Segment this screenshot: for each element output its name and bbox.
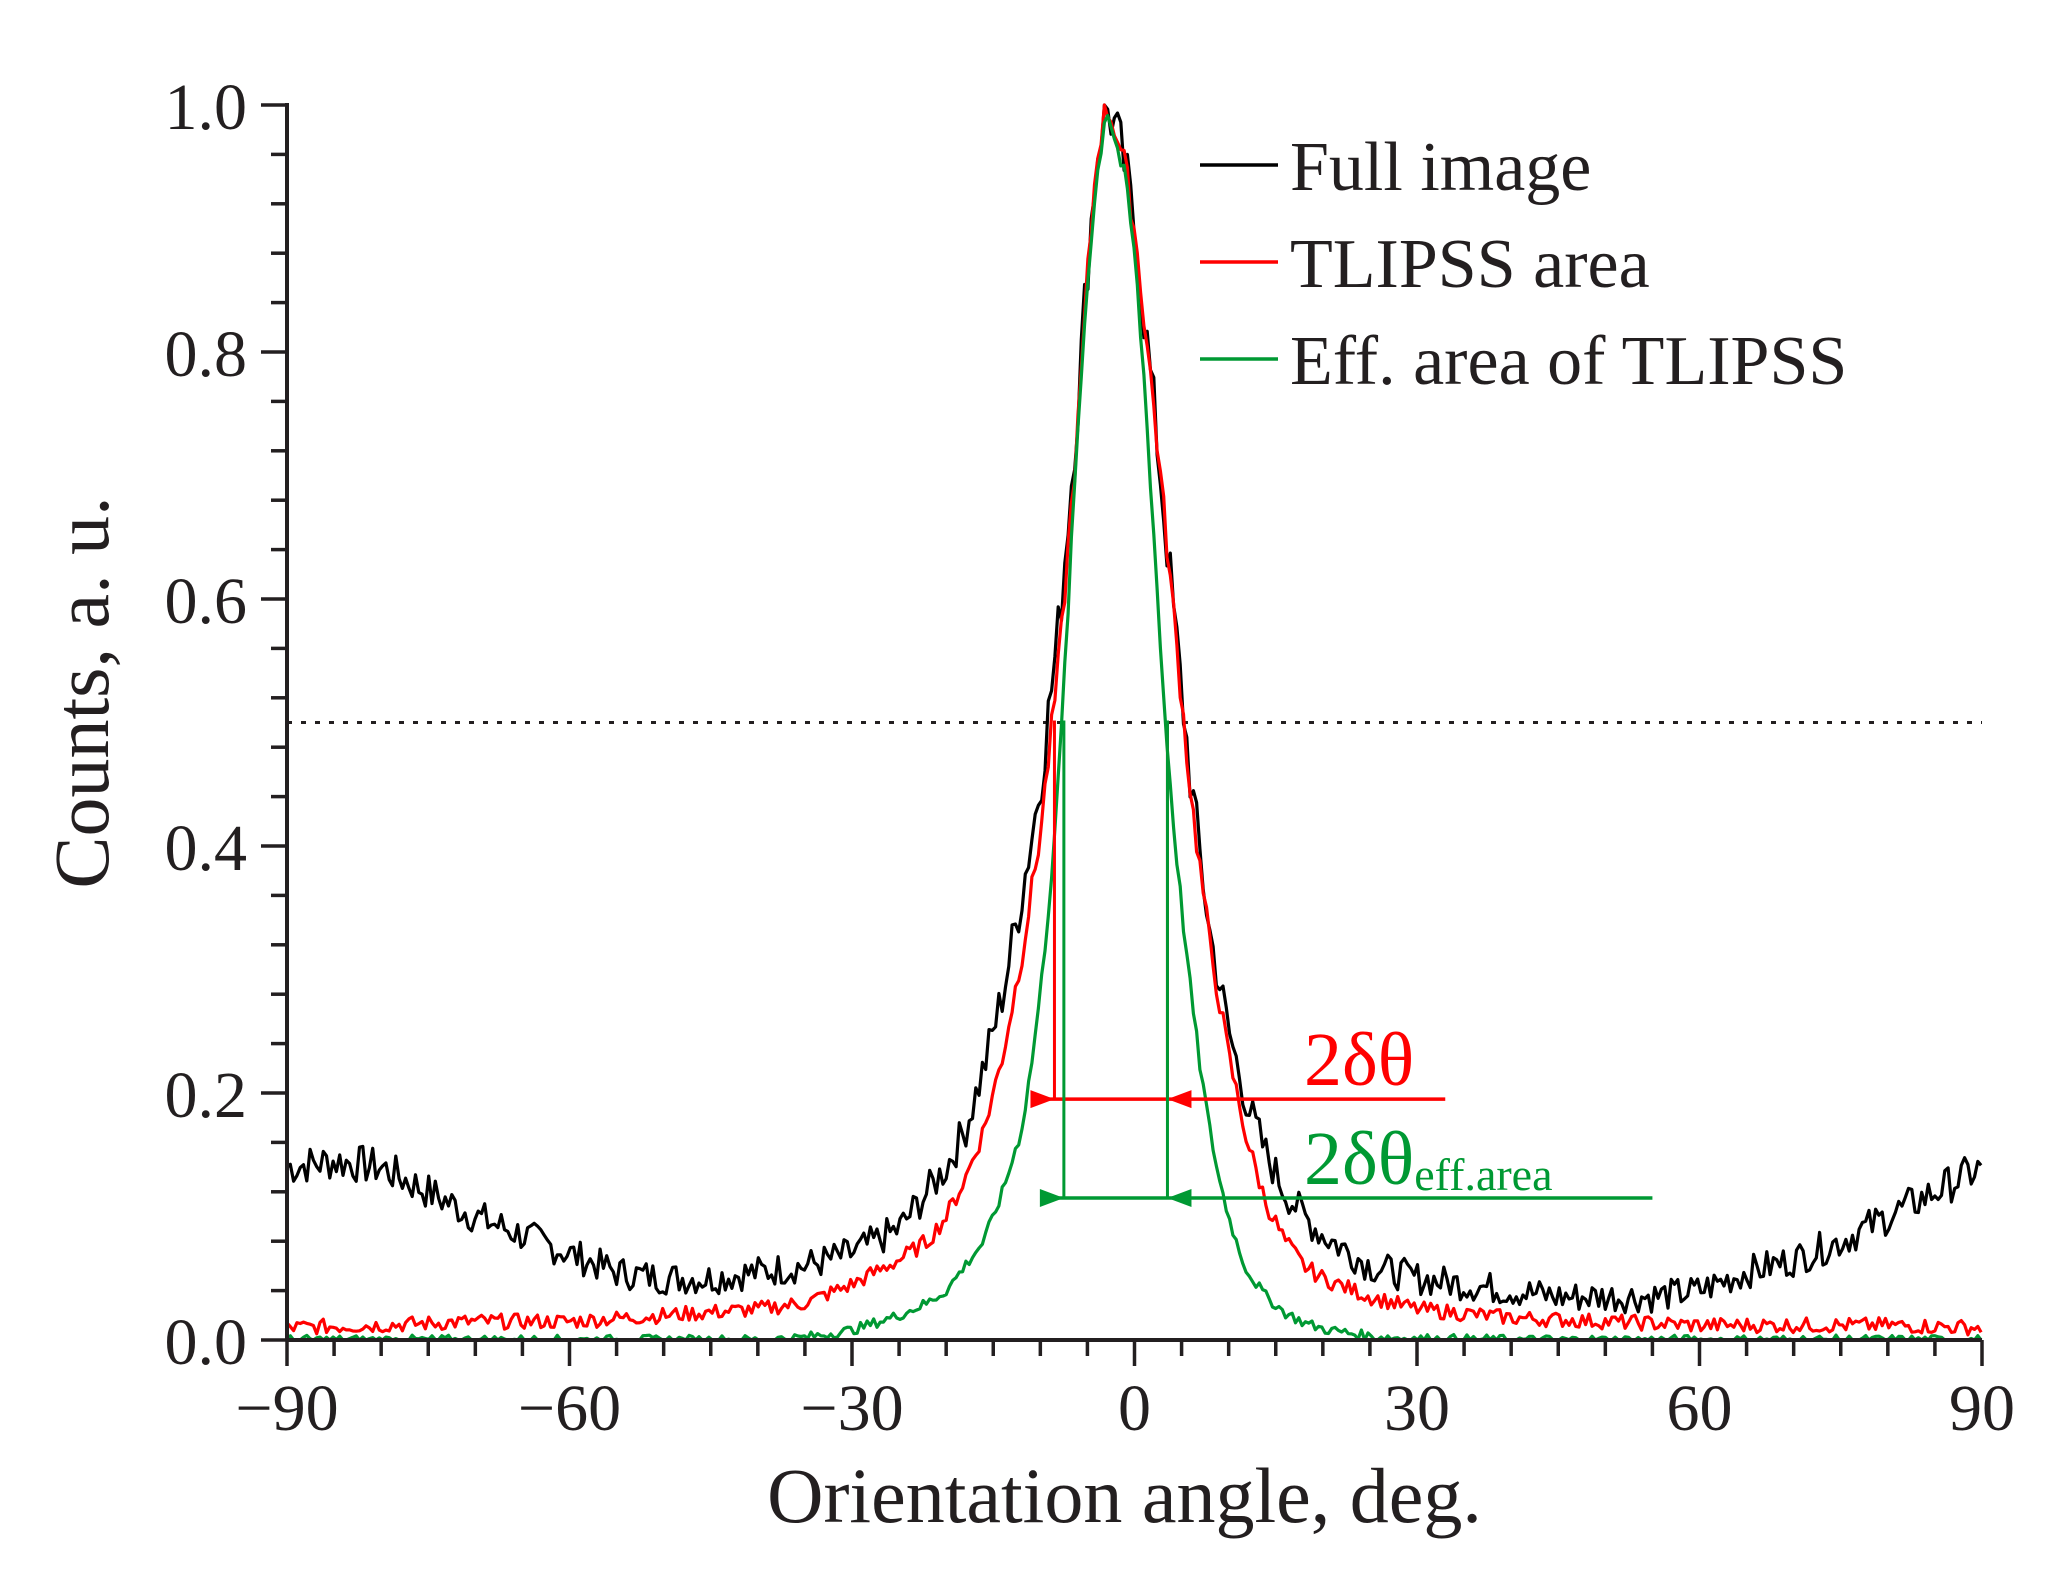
legend-item: Full image <box>1200 129 1591 206</box>
legend-item: Eff. area of TLIPSS <box>1200 323 1847 400</box>
marker-label-main: 2δθ <box>1304 1117 1414 1201</box>
x-axis-title: Orientation angle, deg. <box>767 1452 1482 1539</box>
series-line-full-image <box>285 103 1983 1315</box>
legend-label: TLIPSS area <box>1290 226 1650 303</box>
x-tick-label: 60 <box>1667 1372 1733 1445</box>
y-tick-label: 0.6 <box>165 565 248 638</box>
marker-label-subscript: eff.area <box>1414 1149 1552 1200</box>
x-tick-label: 0 <box>1118 1372 1151 1445</box>
y-tick-label: 0.2 <box>165 1059 248 1132</box>
x-tick-label: 30 <box>1384 1372 1450 1445</box>
y-tick-label: 0.4 <box>165 812 248 885</box>
y-tick-label: 0.0 <box>165 1306 248 1379</box>
marker-label: 2δθ <box>1304 1018 1414 1102</box>
y-tick-label: 0.8 <box>165 318 248 391</box>
marker-arrow-left <box>1039 1188 1064 1207</box>
y-tick-label: 1.0 <box>165 71 248 144</box>
x-tick-label: −90 <box>235 1372 338 1445</box>
legend-label: Eff. area of TLIPSS <box>1290 323 1847 400</box>
width-marker-total: 2δθ <box>1030 720 1446 1109</box>
marker-arrow-right <box>1167 1188 1192 1207</box>
marker-arrow-left <box>1030 1090 1055 1109</box>
legend-item: TLIPSS area <box>1200 226 1650 303</box>
marker-arrow-right <box>1167 1090 1192 1109</box>
y-axis-title: Counts, a. u. <box>38 496 125 888</box>
marker-label: 2δθeff.area <box>1304 1117 1553 1201</box>
legend-label: Full image <box>1290 129 1591 206</box>
legend: Full image TLIPSS area Eff. area of TLIPSS <box>1200 129 1847 400</box>
x-tick-label: −60 <box>518 1372 621 1445</box>
width-marker-eff-area: 2δθeff.area <box>1039 720 1653 1207</box>
series-line-eff-area-of-tlipss <box>286 114 1983 1342</box>
x-tick-label: −30 <box>800 1372 903 1445</box>
x-tick-label: 90 <box>1949 1372 2015 1445</box>
axes-layer: −90 −60 −30 0 30 60 90 0.0 0.2 0.4 0.6 0.8 1.0 Orient… <box>38 71 2015 1539</box>
marker-label-main: 2δθ <box>1304 1018 1414 1102</box>
series-line-tlipss-area <box>285 103 1983 1337</box>
